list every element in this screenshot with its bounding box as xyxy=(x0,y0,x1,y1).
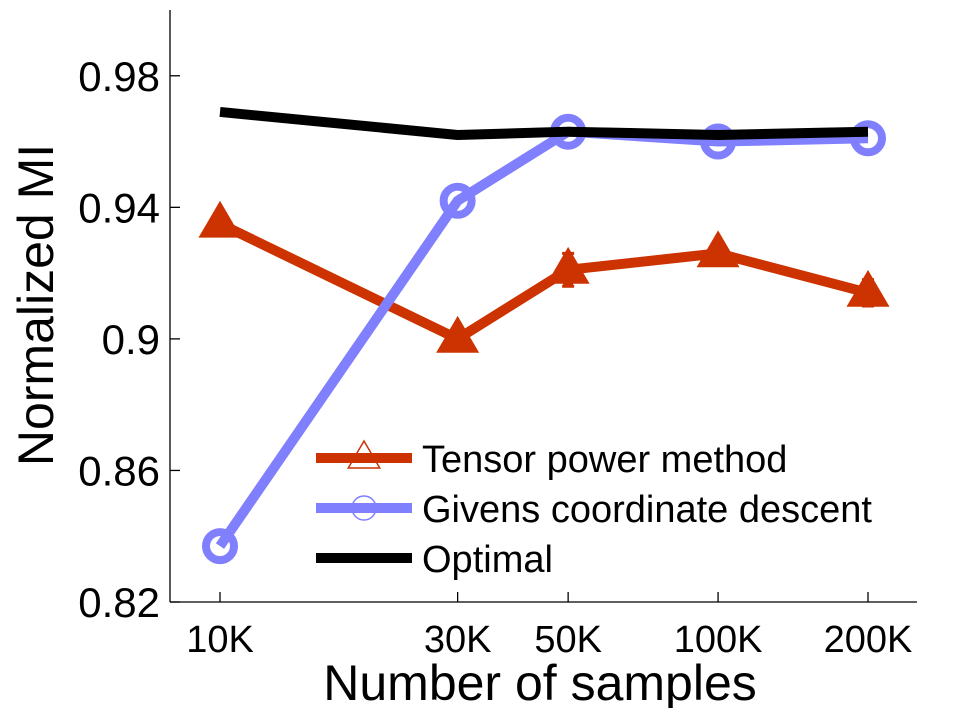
legend-item: Givens coordinate descent xyxy=(316,489,872,531)
legend-label: Tensor power method xyxy=(422,439,787,481)
y-tick-label: 0.82 xyxy=(78,579,160,626)
y-ticks: 0.82 0.86 0.9 0.94 0.98 xyxy=(78,53,180,626)
y-tick-label: 0.98 xyxy=(78,53,160,100)
series-line xyxy=(220,112,868,135)
x-tick-label: 10K xyxy=(186,619,254,661)
series-optimal xyxy=(220,112,868,135)
legend-item: Optimal xyxy=(316,539,553,581)
legend-item: Tensor power method xyxy=(316,439,787,481)
legend: Tensor power method Givens coordinate des… xyxy=(316,439,872,581)
y-tick-label: 0.9 xyxy=(102,316,160,363)
series-line xyxy=(220,224,868,339)
series-line xyxy=(220,132,868,546)
x-axis-label: Number of samples xyxy=(323,655,757,708)
data-point xyxy=(201,204,239,236)
x-tick-label: 200K xyxy=(824,619,913,661)
y-tick-label: 0.86 xyxy=(78,447,160,494)
series-tensor-power-method xyxy=(201,204,887,352)
legend-label: Optimal xyxy=(422,539,553,581)
y-axis-label: Normalized MI xyxy=(8,144,64,466)
legend-label: Givens coordinate descent xyxy=(422,489,872,531)
data-point xyxy=(699,233,737,265)
y-tick-label: 0.94 xyxy=(78,184,160,231)
